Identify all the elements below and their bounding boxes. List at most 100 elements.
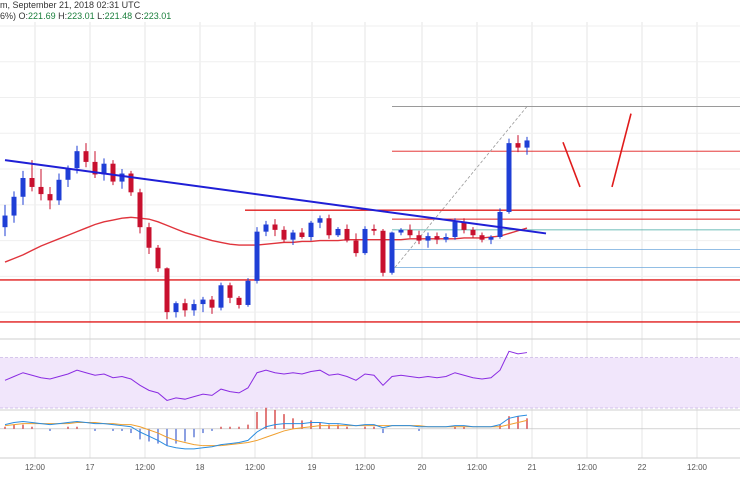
candle-body xyxy=(20,178,26,197)
ohlc-open-value: 221.69 xyxy=(28,11,56,21)
candle-body xyxy=(128,173,134,193)
x-tick-label: 12:00 xyxy=(355,463,376,472)
candle-body xyxy=(83,151,89,162)
macd-pane xyxy=(0,407,740,450)
candle-body xyxy=(200,299,206,305)
x-tick-label: 12:00 xyxy=(25,463,46,472)
candle-body xyxy=(236,297,242,305)
ohlc-prefix: 6%) xyxy=(0,11,17,21)
candle-body xyxy=(155,247,161,269)
macd-line xyxy=(4,414,528,450)
candle-body xyxy=(2,215,8,228)
candle-body xyxy=(335,228,341,236)
candle-body xyxy=(524,140,530,148)
candle-body xyxy=(164,268,170,313)
forecast-leg-up xyxy=(611,113,632,188)
candle-body xyxy=(497,211,503,238)
candle-body xyxy=(254,231,260,281)
chart-title-text: m, September 21, 2018 02:31 UTC xyxy=(0,0,141,10)
candle-body xyxy=(182,303,188,311)
ohlc-h-label: H: xyxy=(58,11,68,21)
candle-body xyxy=(101,163,107,175)
candle-body xyxy=(515,143,521,148)
moving-average-line xyxy=(4,216,528,263)
candle-body xyxy=(344,228,350,241)
candle-body xyxy=(218,285,224,308)
x-axis: 12:00 17 12:00 18 12:00 19 12:00 20 12:00 21 12:00… xyxy=(25,463,708,472)
candle-body xyxy=(461,221,467,230)
ohlc-l-label: L: xyxy=(97,11,105,21)
candle-body xyxy=(371,228,377,231)
candle-body xyxy=(434,236,440,240)
candle-body xyxy=(137,192,143,228)
candle-body xyxy=(29,178,35,187)
ohlc-c-label: C: xyxy=(134,11,144,21)
fib-levels xyxy=(392,105,740,268)
ohlc-o-label: O: xyxy=(18,11,29,21)
candle-body xyxy=(272,224,278,230)
bearish-trendline xyxy=(4,159,547,235)
candle-body xyxy=(245,280,251,305)
chart-title: m, September 21, 2018 02:31 UTC xyxy=(0,0,140,10)
candle-body xyxy=(119,173,125,182)
candle-body xyxy=(56,179,62,201)
candle-body xyxy=(11,196,17,216)
candle-body xyxy=(74,151,80,169)
candle-body xyxy=(299,232,305,238)
candle-body xyxy=(308,222,314,238)
candle-body xyxy=(479,235,485,240)
x-tick-label: 20 xyxy=(418,463,427,472)
ohlc-close-value: 223.01 xyxy=(143,11,172,21)
candle-body xyxy=(110,163,116,182)
candle-body xyxy=(488,237,494,240)
candle-body xyxy=(425,236,431,241)
candle-body xyxy=(227,285,233,298)
candle-body xyxy=(92,161,98,175)
x-tick-label: 12:00 xyxy=(687,463,708,472)
candle-body xyxy=(506,143,512,212)
x-tick-label: 19 xyxy=(308,463,317,472)
candle-body xyxy=(452,221,458,238)
x-tick-label: 22 xyxy=(638,463,647,472)
candle-body xyxy=(380,230,386,273)
candle-body xyxy=(146,227,152,248)
candle-body xyxy=(281,229,287,240)
candle-body xyxy=(38,186,44,195)
candle-body xyxy=(317,218,323,223)
forecast-leg-down xyxy=(562,141,581,188)
candle-body xyxy=(290,232,296,240)
x-tick-label: 18 xyxy=(196,463,205,472)
rsi-band xyxy=(0,357,740,408)
candle-body xyxy=(389,232,395,273)
candle-body xyxy=(326,218,332,236)
x-tick-label: 12:00 xyxy=(467,463,488,472)
horizontal-levels xyxy=(0,150,740,323)
forecast-path xyxy=(562,113,632,188)
candle-body xyxy=(362,228,368,254)
moving-average xyxy=(4,216,528,263)
candle-body xyxy=(407,229,413,236)
candle-body xyxy=(209,299,215,308)
candle-body xyxy=(173,303,179,313)
x-tick-label: 21 xyxy=(528,463,537,472)
x-tick-label: 17 xyxy=(86,463,95,472)
candle-body xyxy=(263,224,269,232)
candle-body xyxy=(416,235,422,241)
ohlc-readout: 6%) O:221.69 H:223.01 L:221.48 C:223.01 xyxy=(0,11,171,21)
x-tick-label: 12:00 xyxy=(135,463,156,472)
rsi-line xyxy=(4,350,528,401)
ohlc-low-value: 221.48 xyxy=(104,11,133,21)
candle-body xyxy=(443,237,449,240)
candle-body xyxy=(353,240,359,254)
trendline xyxy=(4,159,547,235)
candle-body xyxy=(47,194,53,201)
candles xyxy=(2,135,530,320)
candle-body xyxy=(191,304,197,311)
rsi-pane xyxy=(0,350,740,409)
candle-body xyxy=(398,229,404,233)
candle-body xyxy=(65,168,71,180)
candle-body xyxy=(470,229,476,236)
x-tick-label: 12:00 xyxy=(577,463,598,472)
ohlc-high-value: 223.01 xyxy=(67,11,95,21)
